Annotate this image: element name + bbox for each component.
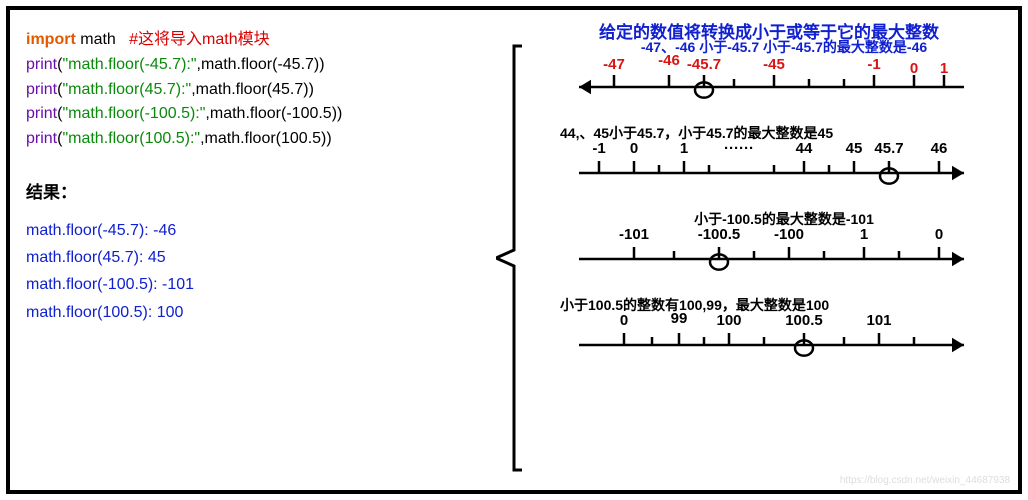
string-literal: "math.floor(-100.5):" xyxy=(62,105,205,122)
result-title: 结果： xyxy=(26,178,490,203)
watermark: https://blog.csdn.net/weixin_44687938 xyxy=(840,475,1010,486)
svg-text:-45.7: -45.7 xyxy=(687,56,721,73)
frame: import math #这将导入math模块 print("math.floo… xyxy=(6,6,1022,494)
numberline: 099100100.5101小于100.5的整数有100,99，最大整数是100 xyxy=(530,295,1008,387)
args: ,math.floor(45.7)) xyxy=(191,81,314,98)
fn-name: print xyxy=(26,81,57,98)
svg-text:-100: -100 xyxy=(774,226,804,243)
left-panel: import math #这将导入math模块 print("math.floo… xyxy=(10,10,500,490)
svg-text:0: 0 xyxy=(630,140,638,157)
svg-text:-46: -46 xyxy=(658,52,680,69)
result-line: math.floor(-45.7): -46 xyxy=(26,217,490,244)
svg-text:-100.5: -100.5 xyxy=(698,226,741,243)
svg-text:-47: -47 xyxy=(603,56,625,73)
svg-text:45: 45 xyxy=(846,140,863,157)
string-literal: "math.floor(100.5):" xyxy=(62,130,200,147)
numberline: -101······444545.74644,、45小于45.7，小于45.7的… xyxy=(530,123,1008,215)
svg-text:101: 101 xyxy=(866,312,891,329)
svg-text:100: 100 xyxy=(716,312,741,329)
args: ,math.floor(-100.5)) xyxy=(205,105,342,122)
svg-text:-1: -1 xyxy=(867,56,880,73)
svg-text:46: 46 xyxy=(931,140,948,157)
module-name: math xyxy=(80,31,116,48)
svg-text:-45: -45 xyxy=(763,56,785,73)
code-block: print("math.floor(-45.7):",math.floor(-4… xyxy=(26,53,490,152)
svg-text:1: 1 xyxy=(860,226,868,243)
svg-text:45.7: 45.7 xyxy=(874,140,903,157)
svg-text:0: 0 xyxy=(620,312,628,329)
fn-name: print xyxy=(26,130,57,147)
svg-text:-101: -101 xyxy=(619,226,649,243)
string-literal: "math.floor(45.7):" xyxy=(62,81,191,98)
svg-text:99: 99 xyxy=(671,310,688,327)
code-import-line: import math #这将导入math模块 xyxy=(26,28,490,53)
svg-text:1: 1 xyxy=(940,60,948,77)
result-line: math.floor(100.5): 100 xyxy=(26,299,490,326)
numberlines-container: -47-46-45.7-45-101-47、-46 小于-45.7 小于-45.… xyxy=(530,37,1008,387)
result-line: math.floor(45.7): 45 xyxy=(26,244,490,271)
svg-text:0: 0 xyxy=(935,226,943,243)
svg-text:······: ······ xyxy=(724,140,754,157)
numberline: -101-100.5-10010小于-100.5的最大整数是-101 xyxy=(530,209,1008,301)
fn-name: print xyxy=(26,56,57,73)
keyword-import: import xyxy=(26,31,76,48)
result-line: math.floor(-100.5): -101 xyxy=(26,271,490,298)
args: ,math.floor(100.5)) xyxy=(200,130,332,147)
right-panel: 给定的数值将转换成小于或等于它的最大整数 -47-46-45.7-45-101-… xyxy=(500,10,1018,490)
string-literal: "math.floor(-45.7):" xyxy=(62,56,196,73)
svg-text:0: 0 xyxy=(910,60,918,77)
code-comment: #这将导入math模块 xyxy=(129,31,269,48)
code-line: print("math.floor(100.5):",math.floor(10… xyxy=(26,127,490,152)
code-line: print("math.floor(-45.7):",math.floor(-4… xyxy=(26,53,490,78)
args: ,math.floor(-45.7)) xyxy=(197,56,325,73)
svg-text:44: 44 xyxy=(796,140,813,157)
svg-text:-1: -1 xyxy=(592,140,605,157)
numberline: -47-46-45.7-45-101-47、-46 小于-45.7 小于-45.… xyxy=(530,37,1008,129)
svg-text:1: 1 xyxy=(680,140,688,157)
result-block: math.floor(-45.7): -46math.floor(45.7): … xyxy=(26,217,490,326)
fn-name: print xyxy=(26,105,57,122)
svg-text:100.5: 100.5 xyxy=(785,312,823,329)
code-line: print("math.floor(-100.5):",math.floor(-… xyxy=(26,102,490,127)
code-line: print("math.floor(45.7):",math.floor(45.… xyxy=(26,78,490,103)
